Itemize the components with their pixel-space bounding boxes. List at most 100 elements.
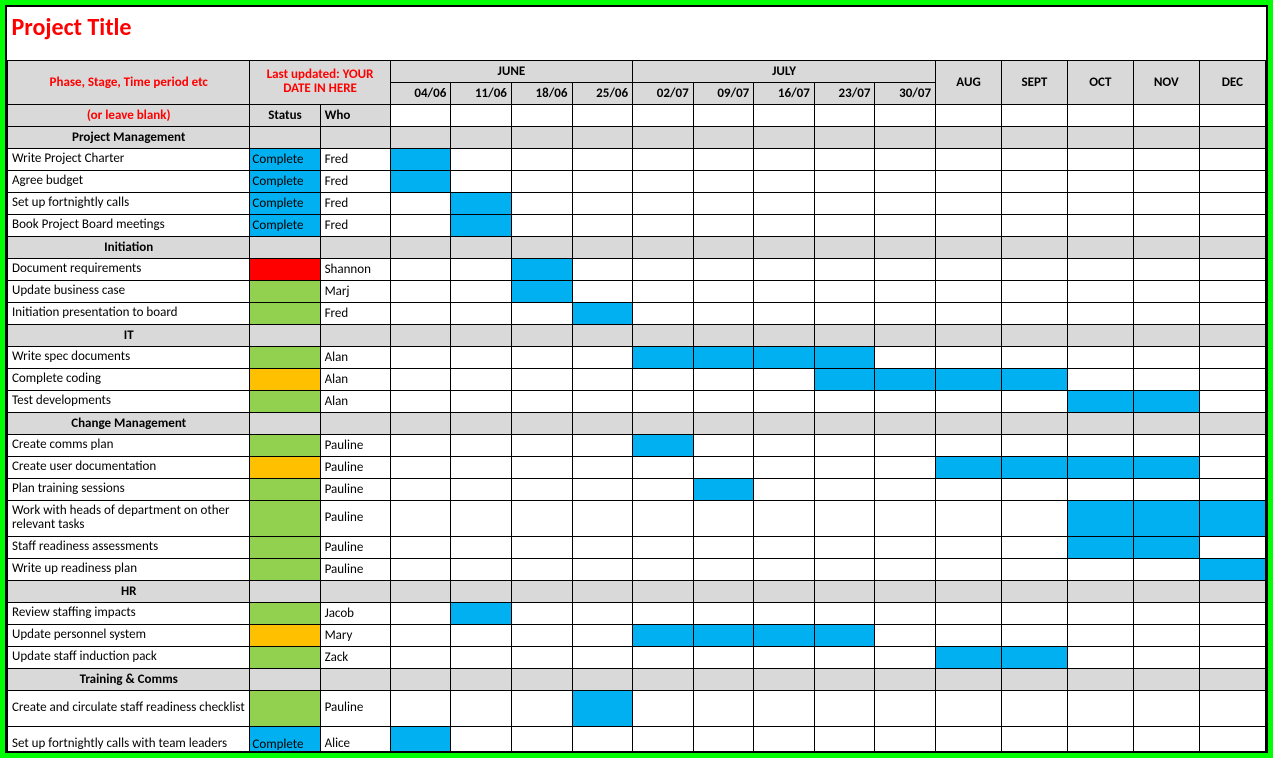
task-label[interactable]: Create comms plan bbox=[8, 434, 250, 456]
task-who[interactable]: Alice bbox=[320, 726, 390, 753]
timeline-cell[interactable] bbox=[875, 192, 936, 214]
timeline-cell[interactable] bbox=[511, 280, 572, 302]
timeline-cell[interactable] bbox=[875, 690, 936, 726]
timeline-cell[interactable] bbox=[572, 624, 633, 646]
timeline-cell[interactable] bbox=[1133, 302, 1199, 324]
task-status[interactable]: Complete bbox=[250, 726, 320, 753]
timeline-cell[interactable] bbox=[572, 726, 633, 753]
timeline-cell[interactable] bbox=[1001, 192, 1067, 214]
timeline-cell[interactable] bbox=[633, 726, 694, 753]
timeline-cell[interactable] bbox=[572, 302, 633, 324]
timeline-cell[interactable] bbox=[390, 536, 451, 558]
timeline-cell[interactable] bbox=[1133, 478, 1199, 500]
timeline-cell[interactable] bbox=[1067, 346, 1133, 368]
timeline-cell[interactable] bbox=[754, 170, 815, 192]
timeline-cell[interactable] bbox=[754, 346, 815, 368]
timeline-cell[interactable] bbox=[936, 214, 1002, 236]
timeline-cell[interactable] bbox=[814, 536, 875, 558]
timeline-cell[interactable] bbox=[693, 500, 754, 536]
timeline-cell[interactable] bbox=[451, 602, 512, 624]
task-who[interactable]: Fred bbox=[320, 214, 390, 236]
timeline-cell[interactable] bbox=[1133, 434, 1199, 456]
task-label[interactable]: Document requirements bbox=[8, 258, 250, 280]
timeline-cell[interactable] bbox=[1133, 192, 1199, 214]
timeline-cell[interactable] bbox=[390, 280, 451, 302]
timeline-cell[interactable] bbox=[754, 280, 815, 302]
timeline-cell[interactable] bbox=[1133, 170, 1199, 192]
timeline-cell[interactable] bbox=[754, 214, 815, 236]
timeline-cell[interactable] bbox=[875, 258, 936, 280]
timeline-cell[interactable] bbox=[814, 302, 875, 324]
timeline-cell[interactable] bbox=[511, 148, 572, 170]
timeline-cell[interactable] bbox=[451, 302, 512, 324]
timeline-cell[interactable] bbox=[754, 390, 815, 412]
timeline-cell[interactable] bbox=[451, 368, 512, 390]
timeline-cell[interactable] bbox=[1001, 726, 1067, 753]
task-who[interactable]: Mary bbox=[320, 624, 390, 646]
timeline-cell[interactable] bbox=[572, 148, 633, 170]
timeline-cell[interactable] bbox=[511, 536, 572, 558]
timeline-cell[interactable] bbox=[1133, 558, 1199, 580]
timeline-cell[interactable] bbox=[390, 646, 451, 668]
task-who[interactable]: Fred bbox=[320, 192, 390, 214]
timeline-cell[interactable] bbox=[936, 148, 1002, 170]
timeline-cell[interactable] bbox=[814, 646, 875, 668]
timeline-cell[interactable] bbox=[511, 500, 572, 536]
timeline-cell[interactable] bbox=[693, 368, 754, 390]
timeline-cell[interactable] bbox=[814, 280, 875, 302]
timeline-cell[interactable] bbox=[633, 624, 694, 646]
timeline-cell[interactable] bbox=[633, 258, 694, 280]
timeline-cell[interactable] bbox=[693, 690, 754, 726]
timeline-cell[interactable] bbox=[633, 170, 694, 192]
timeline-cell[interactable] bbox=[1133, 602, 1199, 624]
timeline-cell[interactable] bbox=[754, 434, 815, 456]
task-who[interactable]: Pauline bbox=[320, 456, 390, 478]
timeline-cell[interactable] bbox=[875, 368, 936, 390]
timeline-cell[interactable] bbox=[814, 258, 875, 280]
timeline-cell[interactable] bbox=[875, 280, 936, 302]
timeline-cell[interactable] bbox=[633, 214, 694, 236]
timeline-cell[interactable] bbox=[875, 214, 936, 236]
timeline-cell[interactable] bbox=[1067, 390, 1133, 412]
task-status[interactable] bbox=[250, 434, 320, 456]
timeline-cell[interactable] bbox=[1001, 148, 1067, 170]
task-status[interactable] bbox=[250, 390, 320, 412]
timeline-cell[interactable] bbox=[451, 346, 512, 368]
task-who[interactable]: Pauline bbox=[320, 500, 390, 536]
last-updated-header[interactable]: Last updated: YOUR DATE IN HERE bbox=[250, 60, 390, 104]
task-label[interactable]: Write up readiness plan bbox=[8, 558, 250, 580]
timeline-cell[interactable] bbox=[875, 346, 936, 368]
timeline-cell[interactable] bbox=[511, 346, 572, 368]
timeline-cell[interactable] bbox=[390, 302, 451, 324]
timeline-cell[interactable] bbox=[693, 170, 754, 192]
task-status[interactable]: Complete bbox=[250, 214, 320, 236]
timeline-cell[interactable] bbox=[451, 726, 512, 753]
timeline-cell[interactable] bbox=[814, 390, 875, 412]
timeline-cell[interactable] bbox=[572, 280, 633, 302]
timeline-cell[interactable] bbox=[1067, 646, 1133, 668]
timeline-cell[interactable] bbox=[693, 192, 754, 214]
timeline-cell[interactable] bbox=[1199, 390, 1265, 412]
timeline-cell[interactable] bbox=[936, 536, 1002, 558]
timeline-cell[interactable] bbox=[1133, 500, 1199, 536]
timeline-cell[interactable] bbox=[875, 624, 936, 646]
timeline-cell[interactable] bbox=[451, 558, 512, 580]
timeline-cell[interactable] bbox=[754, 368, 815, 390]
timeline-cell[interactable] bbox=[511, 368, 572, 390]
task-who[interactable]: Fred bbox=[320, 170, 390, 192]
timeline-cell[interactable] bbox=[572, 646, 633, 668]
timeline-cell[interactable] bbox=[1199, 456, 1265, 478]
timeline-cell[interactable] bbox=[1001, 646, 1067, 668]
timeline-cell[interactable] bbox=[1067, 214, 1133, 236]
timeline-cell[interactable] bbox=[1067, 602, 1133, 624]
timeline-cell[interactable] bbox=[693, 280, 754, 302]
timeline-cell[interactable] bbox=[1001, 624, 1067, 646]
timeline-cell[interactable] bbox=[936, 280, 1002, 302]
timeline-cell[interactable] bbox=[814, 624, 875, 646]
timeline-cell[interactable] bbox=[754, 456, 815, 478]
task-who[interactable]: Fred bbox=[320, 302, 390, 324]
task-label[interactable]: Write spec documents bbox=[8, 346, 250, 368]
task-label[interactable]: Update business case bbox=[8, 280, 250, 302]
timeline-cell[interactable] bbox=[875, 646, 936, 668]
timeline-cell[interactable] bbox=[511, 302, 572, 324]
